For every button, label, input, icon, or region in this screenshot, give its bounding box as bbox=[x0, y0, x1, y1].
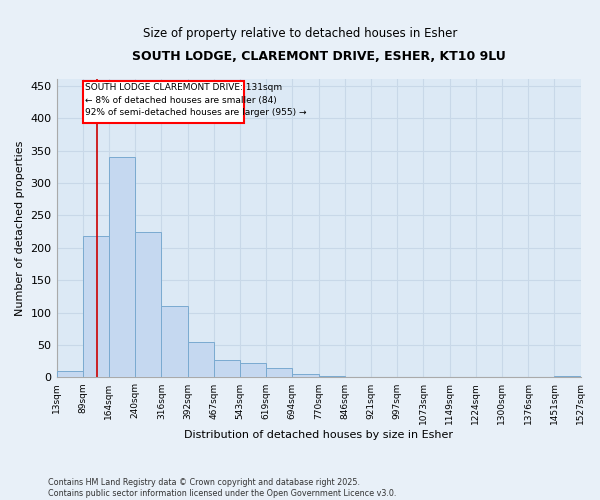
Bar bbox=[56, 371, 83, 378]
Bar bbox=[214, 360, 240, 378]
Title: SOUTH LODGE, CLAREMONT DRIVE, ESHER, KT10 9LU: SOUTH LODGE, CLAREMONT DRIVE, ESHER, KT1… bbox=[131, 50, 505, 63]
Text: SOUTH LODGE CLAREMONT DRIVE: 131sqm
← 8% of detached houses are smaller (84)
92%: SOUTH LODGE CLAREMONT DRIVE: 131sqm ← 8%… bbox=[85, 84, 307, 117]
Bar bbox=[266, 368, 292, 378]
Bar bbox=[240, 363, 266, 378]
Y-axis label: Number of detached properties: Number of detached properties bbox=[15, 141, 25, 316]
Bar bbox=[554, 376, 580, 378]
Bar bbox=[161, 306, 188, 378]
Bar bbox=[135, 232, 161, 378]
Bar bbox=[188, 342, 214, 378]
X-axis label: Distribution of detached houses by size in Esher: Distribution of detached houses by size … bbox=[184, 430, 453, 440]
FancyBboxPatch shape bbox=[83, 80, 244, 123]
Text: Size of property relative to detached houses in Esher: Size of property relative to detached ho… bbox=[143, 28, 457, 40]
Text: Contains HM Land Registry data © Crown copyright and database right 2025.
Contai: Contains HM Land Registry data © Crown c… bbox=[48, 478, 397, 498]
Bar bbox=[292, 374, 319, 378]
Bar bbox=[319, 376, 345, 378]
Bar bbox=[109, 157, 135, 378]
Bar bbox=[83, 236, 109, 378]
